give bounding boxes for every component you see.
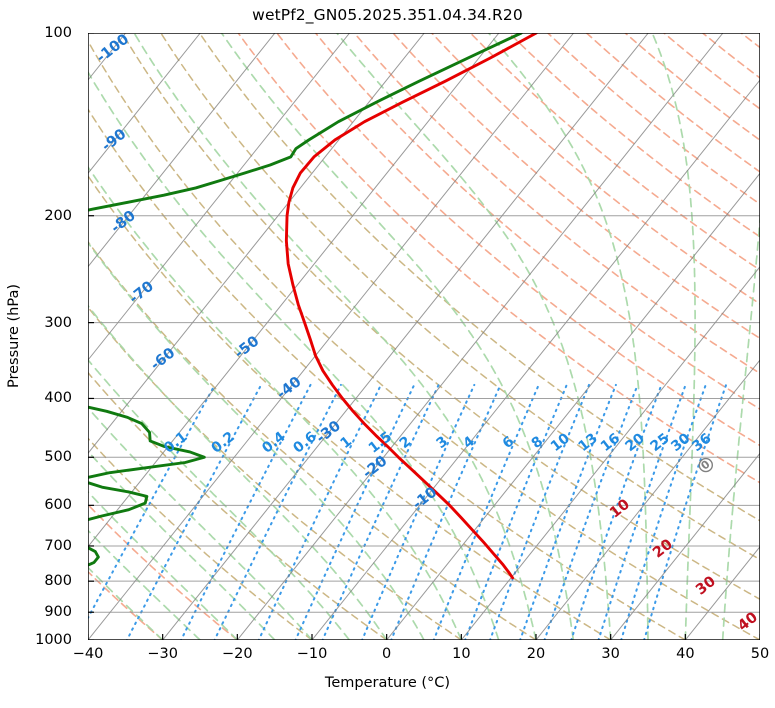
y-tick-300: 300: [44, 314, 72, 331]
x-tick-40: 40: [676, 646, 695, 662]
x-tick-50: 50: [750, 646, 770, 662]
x-tick--20: −20: [222, 646, 253, 662]
y-tick-500: 500: [44, 449, 72, 466]
y-tick-1000: 1000: [35, 632, 72, 648]
x-tick--30: −30: [147, 646, 178, 662]
y-tick-400: 400: [44, 390, 72, 407]
y-tick-100: 100: [44, 25, 72, 41]
y-axis-tick-labels: 100 200 300 400 500 600 700 800 900 1000: [10, 25, 80, 648]
y-tick-700: 700: [44, 537, 72, 554]
isobar-lines: [88, 33, 760, 640]
parcel-marker: 0: [698, 457, 714, 473]
x-axis-label: Temperature (°C): [324, 675, 451, 691]
x-tick-0: 0: [382, 646, 392, 662]
x-tick-20: 20: [526, 646, 546, 662]
chart-title: wetPf2_GN05.2025.351.04.34.R20: [252, 6, 523, 24]
sounding-curves: [88, 33, 538, 580]
x-axis-ticks: [88, 634, 760, 640]
parcel-marker-circle: [698, 457, 714, 473]
y-axis-label-text: Pressure (hPa): [6, 283, 22, 389]
mixing-ratio-lines: [88, 383, 728, 640]
x-tick-10: 10: [452, 646, 471, 662]
y-tick-200: 200: [44, 207, 72, 224]
x-tick--40: −40: [72, 646, 104, 662]
y-tick-900: 900: [44, 604, 72, 621]
x-tick-30: 30: [601, 646, 620, 662]
y-tick-600: 600: [44, 497, 72, 514]
y-axis-ticks: [88, 33, 94, 640]
x-tick--10: −10: [296, 646, 328, 662]
y-tick-800: 800: [44, 573, 72, 590]
plot-area: 0 0.1 0.2 0.4 0.6 1 1.5 2 3 4 6 8 10 13 16 20 25 30 36 -10…: [88, 33, 760, 640]
